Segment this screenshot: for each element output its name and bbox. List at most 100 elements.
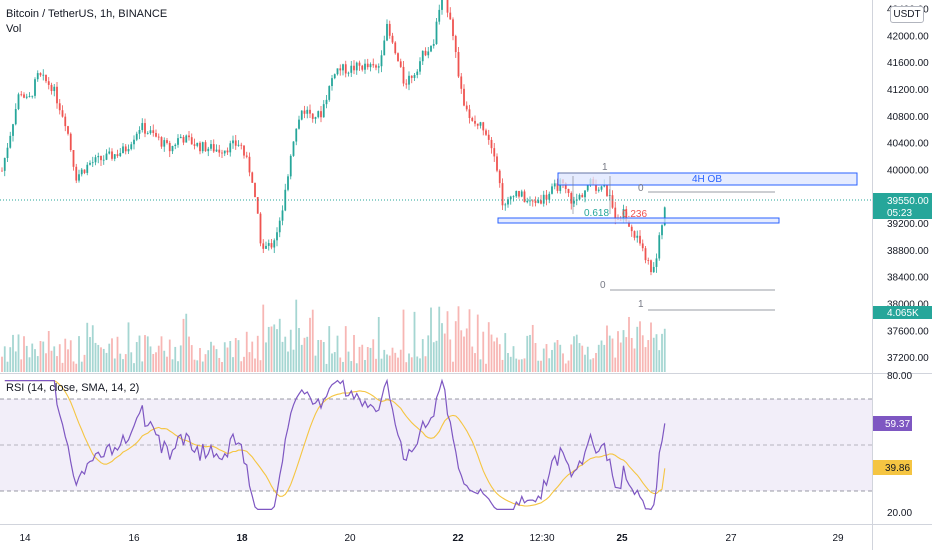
candle-body — [135, 133, 138, 140]
volume-bar — [496, 337, 498, 372]
volume-bar — [276, 329, 278, 372]
fib-top-level-0: 0 — [638, 183, 644, 194]
volume-bar — [454, 321, 457, 372]
volume-bar — [100, 347, 102, 372]
candle-body — [427, 51, 430, 56]
volume-bar — [570, 344, 573, 372]
rsi-legend[interactable]: RSI (14, close, SMA, 14, 2) — [6, 382, 140, 394]
candle-body — [606, 185, 608, 196]
rsi-axis-tick-20: 20.00 — [887, 508, 912, 519]
candle-body — [292, 141, 295, 156]
candle-body — [441, 0, 443, 10]
candle-body — [347, 72, 350, 74]
volume-bar — [471, 346, 474, 372]
volume-bar — [34, 349, 36, 372]
volume-bar — [58, 344, 61, 372]
volume-bar — [20, 359, 23, 372]
volume-bar — [45, 353, 47, 372]
time-axis-label: 14 — [19, 533, 31, 544]
volume-bar — [485, 363, 487, 372]
candle-body — [328, 86, 331, 100]
candle-body — [625, 209, 628, 222]
candle-body — [650, 260, 652, 273]
fib-level-0618: 0.618 — [584, 208, 609, 219]
candle-body — [320, 111, 322, 118]
candle-body — [630, 226, 633, 232]
candle-body — [311, 113, 314, 119]
volume-bar — [531, 324, 534, 372]
candle-body — [540, 200, 542, 204]
order-block-zone-top[interactable] — [557, 172, 858, 186]
candle-body — [273, 240, 276, 248]
candle-body — [405, 83, 408, 85]
candle-body — [111, 151, 113, 159]
volume-bar — [540, 360, 542, 372]
volume-bar — [490, 334, 493, 372]
volume-bar — [273, 324, 276, 372]
candle-body — [457, 52, 460, 77]
price-pane[interactable] — [0, 0, 872, 373]
candle-body — [548, 193, 551, 200]
candle-body — [361, 65, 364, 70]
volume-bar — [416, 356, 419, 372]
time-axis-label: 16 — [128, 533, 140, 544]
volume-bar — [586, 346, 589, 372]
volume-bar — [232, 357, 234, 372]
volume-bar — [375, 358, 377, 372]
candle-body — [498, 170, 501, 184]
volume-bar — [419, 358, 421, 372]
volume-bar — [507, 353, 509, 372]
volume-bar — [298, 328, 300, 372]
volume-bar — [402, 309, 405, 372]
volume-bar — [446, 311, 449, 372]
candle-body — [138, 130, 141, 134]
volume-bar — [551, 349, 553, 372]
candle-body — [17, 94, 20, 110]
volume-bar — [292, 349, 295, 372]
volume-bar — [9, 347, 12, 372]
volume-bar — [622, 330, 625, 372]
volume-bar — [174, 346, 177, 372]
candle-body — [397, 53, 399, 62]
rsi-ma-line — [4, 380, 666, 507]
candle-body — [9, 135, 12, 148]
volume-bar — [152, 353, 155, 372]
volume-bar — [265, 342, 267, 372]
volume-bar — [190, 345, 193, 372]
price-axis-tick: 41600.00 — [887, 58, 929, 69]
candle-body — [333, 74, 336, 79]
symbol-legend[interactable]: Bitcoin / TetherUS, 1h, BINANCE — [6, 8, 168, 20]
volume-legend[interactable]: Vol — [6, 23, 22, 35]
volume-bar — [284, 336, 287, 372]
volume-bar — [218, 357, 221, 372]
volume-bar — [281, 341, 284, 372]
candlesticks — [1, 0, 666, 276]
candle-body — [270, 243, 273, 248]
price-axis-tick: 40800.00 — [887, 112, 929, 123]
volume-bar — [336, 335, 339, 372]
candle-body — [56, 86, 58, 104]
volume-bar — [614, 357, 617, 372]
currency-selector-button[interactable]: USDT — [890, 6, 924, 23]
volume-bar — [344, 326, 347, 372]
candle-body — [402, 66, 405, 84]
volume-bar — [537, 360, 540, 372]
order-block-zone-bottom[interactable] — [497, 217, 780, 224]
candle-body — [644, 248, 647, 261]
candle-body — [133, 139, 135, 145]
candle-body — [188, 135, 190, 138]
volume-bar — [592, 358, 595, 372]
candle-body — [355, 62, 358, 71]
volume-bar — [201, 361, 204, 372]
time-axis[interactable]: 14 16 18 20 22 12:30 25 27 29 — [19, 533, 844, 544]
candle-body — [419, 61, 421, 72]
volume-bar — [267, 326, 270, 372]
volume-bar — [534, 343, 537, 372]
candle-body — [446, 0, 449, 13]
volume-bar — [157, 345, 160, 372]
volume-bar — [168, 339, 171, 372]
candle-body — [287, 176, 289, 190]
volume-bar — [303, 337, 306, 372]
candle-body — [526, 200, 529, 203]
